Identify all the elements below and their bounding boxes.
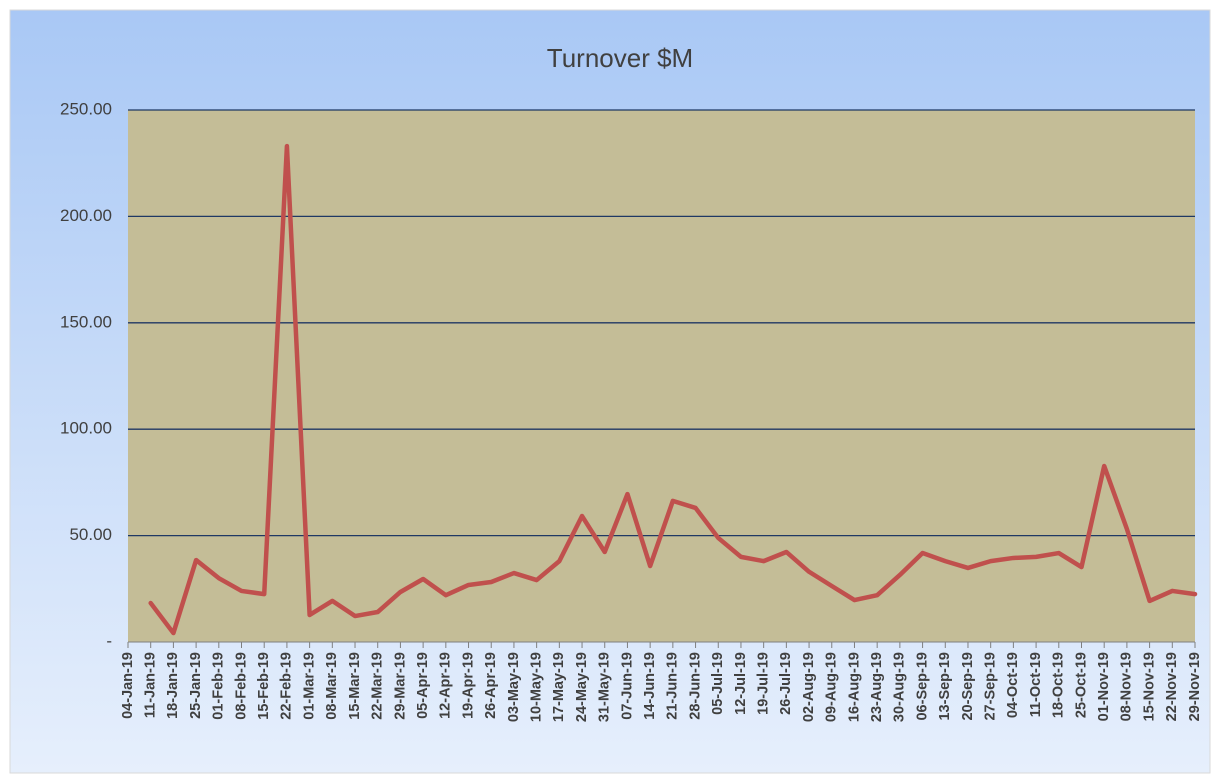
- x-tick-label: 11-Oct-19: [1028, 652, 1044, 717]
- y-tick-label: 50.00: [69, 525, 112, 544]
- x-tick-label: 04-Oct-19: [1005, 652, 1021, 718]
- x-tick-label: 08-Feb-19: [233, 652, 249, 720]
- x-tick-label: 29-Mar-19: [392, 652, 408, 720]
- x-tick-label: 02-Aug-19: [801, 652, 817, 722]
- x-tick-label: 12-Jul-19: [733, 652, 749, 715]
- x-tick-label: 01-Feb-19: [211, 652, 227, 720]
- chart-title: Turnover $M: [547, 43, 693, 73]
- x-tick-label: 26-Jul-19: [778, 652, 794, 715]
- x-tick-label: 08-Nov-19: [1119, 652, 1135, 721]
- x-tick-label: 04-Jan-19: [120, 652, 136, 719]
- x-tick-label: 09-Aug-19: [824, 652, 840, 722]
- x-tick-label: 03-May-19: [506, 652, 522, 722]
- x-tick-label: 22-Nov-19: [1164, 652, 1180, 721]
- x-tick-label: 06-Sep-19: [914, 652, 930, 721]
- x-tick-label: 14-Jun-19: [642, 652, 658, 720]
- x-tick-label: 31-May-19: [597, 652, 613, 722]
- x-tick-label: 15-Feb-19: [256, 652, 272, 720]
- x-tick-label: 05-Jul-19: [710, 652, 726, 715]
- x-tick-label: 07-Jun-19: [619, 652, 635, 720]
- x-tick-label: 01-Nov-19: [1096, 652, 1112, 721]
- x-tick-label: 20-Sep-19: [960, 652, 976, 721]
- x-tick-label: 22-Mar-19: [370, 652, 386, 720]
- x-tick-label: 25-Oct-19: [1073, 652, 1089, 718]
- x-tick-label: 23-Aug-19: [869, 652, 885, 722]
- x-tick-label: 08-Mar-19: [324, 652, 340, 720]
- data-line: [148, 143, 1198, 636]
- x-tick-label: 28-Jun-19: [687, 652, 703, 720]
- x-tick-label: 21-Jun-19: [665, 652, 681, 720]
- y-tick-label: 250.00: [60, 99, 112, 118]
- y-tick-label: 200.00: [60, 206, 112, 225]
- x-tick-label: 27-Sep-19: [983, 652, 999, 721]
- x-tick-label: 05-Apr-19: [415, 652, 431, 719]
- x-tick-label: 19-Apr-19: [460, 652, 476, 719]
- x-tick-label: 15-Mar-19: [347, 652, 363, 720]
- x-tick-label: 12-Apr-19: [438, 652, 454, 719]
- x-tick-label: 19-Jul-19: [755, 652, 771, 715]
- y-tick-label: -: [106, 631, 112, 650]
- x-tick-label: 17-May-19: [551, 652, 567, 722]
- x-tick-label: 10-May-19: [528, 652, 544, 722]
- x-tick-label: 18-Oct-19: [1051, 652, 1067, 718]
- x-tick-label: 24-May-19: [574, 652, 590, 722]
- y-tick-label: 100.00: [60, 419, 112, 438]
- x-tick-label: 25-Jan-19: [188, 652, 204, 719]
- x-tick-label: 01-Mar-19: [301, 652, 317, 720]
- x-tick-label: 16-Aug-19: [846, 652, 862, 722]
- x-tick-label: 18-Jan-19: [165, 652, 181, 719]
- x-tick-label: 15-Nov-19: [1141, 652, 1157, 721]
- y-tick-label: 150.00: [60, 312, 112, 331]
- x-tick-label: 11-Jan-19: [143, 652, 159, 718]
- x-tick-label: 26-Apr-19: [483, 652, 499, 719]
- x-tick-label: 22-Feb-19: [279, 652, 295, 720]
- x-tick-label: 29-Nov-19: [1187, 652, 1203, 721]
- x-tick-label: 30-Aug-19: [892, 652, 908, 722]
- x-tick-label: 13-Sep-19: [937, 652, 953, 721]
